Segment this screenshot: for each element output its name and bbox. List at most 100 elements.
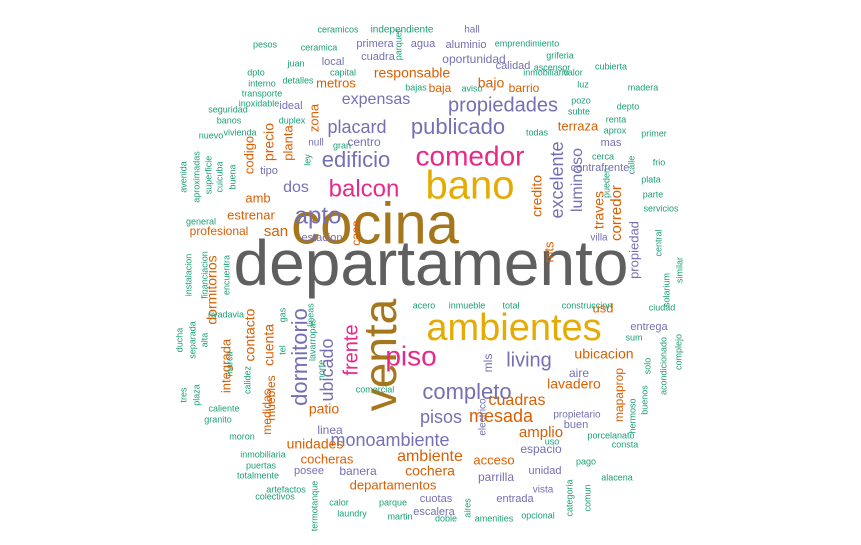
word-lavadero: lavadero [547, 376, 601, 392]
word-escalera: escalera [413, 506, 455, 518]
word-amenities: amenities [475, 513, 514, 523]
word-encuentra: encuentra [221, 255, 231, 295]
word-tel: tel [277, 345, 287, 355]
word-lavarropas: lavarropas [307, 318, 317, 361]
word-instalacion: instalacion [183, 254, 193, 297]
word-ceramica: ceramica [301, 42, 338, 52]
word-completo: completo [422, 379, 511, 404]
word-nuevo: nuevo [199, 130, 224, 140]
word-solo: solo [642, 358, 652, 375]
word-contacto: contacto [242, 308, 258, 361]
word-excelente: excelente [547, 141, 567, 218]
word-credito: credito [529, 175, 545, 217]
word-cocheras: cocheras [301, 451, 354, 466]
word-bano: bano [426, 164, 515, 208]
word-avenida: avenida [178, 161, 188, 193]
word-griferia: griferia [546, 50, 574, 60]
word-pozo: pozo [571, 95, 591, 105]
word-hall: hall [464, 25, 480, 36]
word-ubicacion: ubicacion [574, 346, 633, 362]
word-propiedades: propiedades [448, 94, 558, 116]
word-acceso: acceso [473, 452, 514, 467]
word-casa: casa [349, 220, 363, 246]
word-parrilla: parrilla [478, 470, 514, 484]
word-placard: placard [327, 117, 386, 137]
word-moron: moron [229, 431, 255, 441]
word-inmobiliario: inmobiliario [523, 67, 569, 77]
word-seguridad: seguridad [208, 104, 248, 114]
word-responsable: responsable [374, 65, 450, 81]
word-total: total [502, 300, 519, 310]
word-laundry: laundry [337, 508, 367, 518]
word-baja: baja [429, 81, 452, 95]
word-corredor: corredor [608, 185, 625, 241]
word-porcelanato: porcelanato [587, 430, 634, 440]
word-pisos: pisos [420, 407, 462, 427]
word-muebles: muebles [264, 375, 278, 420]
word-terraza: terraza [558, 118, 599, 133]
word-profesional: profesional [190, 224, 249, 238]
word-financiacion: financiacion [199, 251, 209, 299]
word-cubierta: cubierta [595, 61, 627, 71]
word-codigo: codigo [241, 136, 256, 174]
word-mls: mls [481, 354, 495, 373]
word-espacio: espacio [520, 442, 562, 456]
word-mas: mas [601, 137, 622, 149]
word-independiente: independiente [371, 25, 434, 36]
word-pueden: pueden [601, 168, 611, 198]
word-entrega: entrega [630, 321, 668, 333]
word-ley: ley [302, 154, 312, 166]
word-categoria: categoria [564, 479, 574, 516]
word-valor: valor [563, 67, 583, 77]
word-ambiente: ambiente [397, 448, 463, 465]
word-pago: pago [576, 456, 596, 466]
word-termotanque: termotanque [309, 481, 319, 532]
word-cochera: cochera [405, 463, 455, 479]
word-precio: precio [261, 123, 277, 161]
word-departamento: departamento [234, 227, 629, 299]
word-ideal: ideal [279, 100, 302, 112]
word-frente: frente [340, 324, 362, 375]
word-venta: venta [354, 298, 406, 411]
word-unidades: unidades [287, 436, 344, 452]
word-amplio: amplio [519, 424, 563, 441]
word-subte: subte [568, 106, 590, 116]
word-aproximadas: aproximadas [191, 151, 201, 203]
word-dormitorios: dormitorios [204, 255, 220, 324]
word-comercial: comercial [356, 384, 395, 394]
word-pesos: pesos [253, 39, 278, 49]
word-comun: comun [582, 484, 592, 511]
word-vista: vista [533, 485, 554, 496]
word-solarium: solarium [661, 273, 671, 307]
word-colectivos: colectivos [255, 491, 295, 501]
word-ciudad: ciudad [649, 302, 676, 312]
word-central: central [653, 229, 663, 256]
word-alacena: alacena [601, 472, 633, 482]
word-mapaprop: mapaprop [612, 368, 626, 422]
word-aire: aire [569, 366, 589, 380]
word-dormitorio: dormitorio [287, 308, 312, 406]
word-gran: gran [333, 140, 351, 150]
word-puertas: puertas [246, 460, 277, 470]
word-ceramicos: ceramicos [317, 24, 359, 34]
word-aires: aires [462, 498, 472, 518]
word-aviso: aviso [461, 83, 482, 93]
word-agua: agua [411, 38, 436, 50]
word-depto: depto [617, 101, 640, 111]
word-departamentos: departamentos [350, 477, 437, 492]
word-aluminio: aluminio [446, 39, 487, 51]
word-ambientes: ambientes [426, 307, 601, 349]
word-local: local [322, 56, 345, 68]
word-aprox: aprox [604, 125, 627, 135]
word-transporte: transporte [242, 88, 283, 98]
word-oportunidad: oportunidad [442, 52, 505, 66]
word-cuadra: cuadra [361, 51, 396, 63]
word-parquet: parquet [393, 29, 403, 60]
word-tres: tres [178, 387, 188, 403]
word-electrico: electrico [478, 398, 489, 436]
word-opcional: opcional [521, 510, 555, 520]
word-detalles: detalles [282, 75, 314, 85]
word-balcon: balcon [329, 175, 400, 202]
word-hermoso: hermoso [627, 398, 637, 433]
word-centro: centro [347, 135, 381, 149]
